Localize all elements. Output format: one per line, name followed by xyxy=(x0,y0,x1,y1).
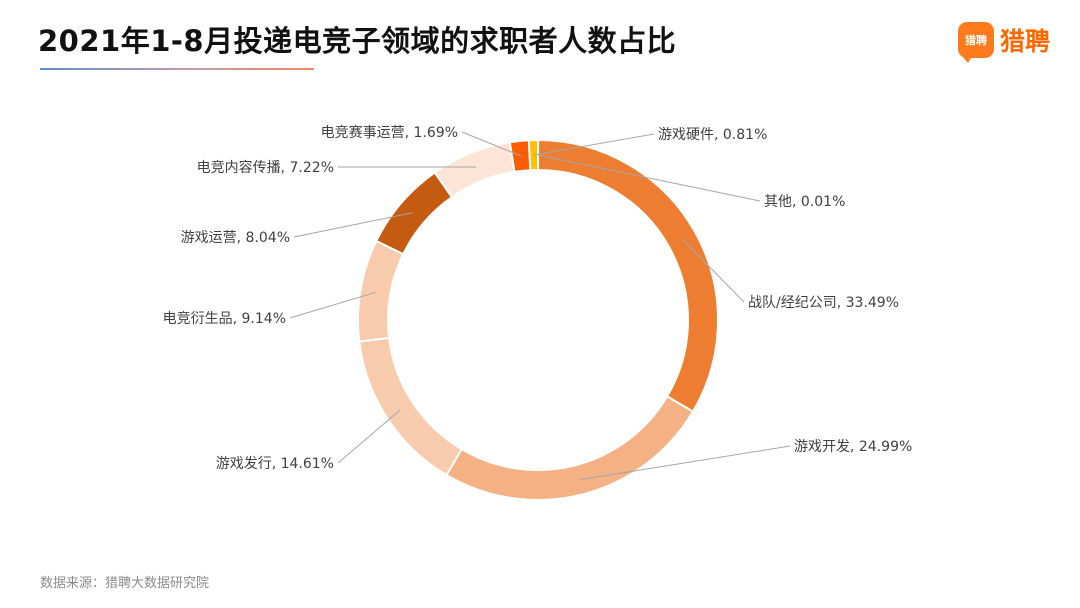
leader-line-6 xyxy=(293,212,413,238)
chart-title: 2021年1-8月投递电竞子领域的求职者人数占比 xyxy=(38,24,677,58)
data-labels: 其他, 0.01% 战队/经纪公司, 33.49% 游戏开发, 24.99% 游戏发行… xyxy=(163,124,913,472)
donut-slice-9 xyxy=(527,138,539,172)
data-label-3: 游戏开发, 24.99% xyxy=(794,439,912,455)
leader-line-1 xyxy=(537,154,761,202)
donut-slice-2 xyxy=(537,138,719,413)
donut-slice-4 xyxy=(358,336,464,477)
data-label-6: 游戏运营, 8.04% xyxy=(181,230,290,246)
leader-line-2 xyxy=(680,237,745,303)
data-source-note: 数据来源：猎聘大数据研究院 xyxy=(40,576,210,591)
donut-slice-3 xyxy=(445,394,695,501)
leader-line-5 xyxy=(289,291,376,319)
title-underline xyxy=(40,68,314,70)
donut-slice-7 xyxy=(433,141,516,199)
donut-slice-5 xyxy=(357,239,405,343)
leader-line-8 xyxy=(461,131,522,157)
leader-line-4 xyxy=(337,409,401,464)
logo-text: 猎聘 xyxy=(1000,27,1051,56)
brand-logo: 猎聘 猎聘 xyxy=(958,22,1051,63)
data-label-7: 电竞内容传播, 7.22% xyxy=(197,159,334,176)
donut-slices xyxy=(357,138,719,501)
logo-mark-icon: 猎聘 xyxy=(958,22,994,63)
donut-slice-6 xyxy=(374,171,454,256)
leader-line-3 xyxy=(579,445,791,481)
logo-mark-text: 猎聘 xyxy=(965,34,987,47)
data-label-2: 战队/经纪公司, 33.49% xyxy=(748,295,899,311)
data-label-1: 其他, 0.01% xyxy=(764,194,845,210)
data-label-9: 游戏硬件, 0.81% xyxy=(658,127,767,143)
data-label-4: 游戏发行, 14.61% xyxy=(216,456,334,472)
data-label-8: 电竞赛事运营, 1.69% xyxy=(321,124,458,141)
leader-lines xyxy=(289,131,791,481)
data-label-5: 电竞衍生品, 9.14% xyxy=(163,310,286,327)
leader-line-9 xyxy=(533,133,655,156)
